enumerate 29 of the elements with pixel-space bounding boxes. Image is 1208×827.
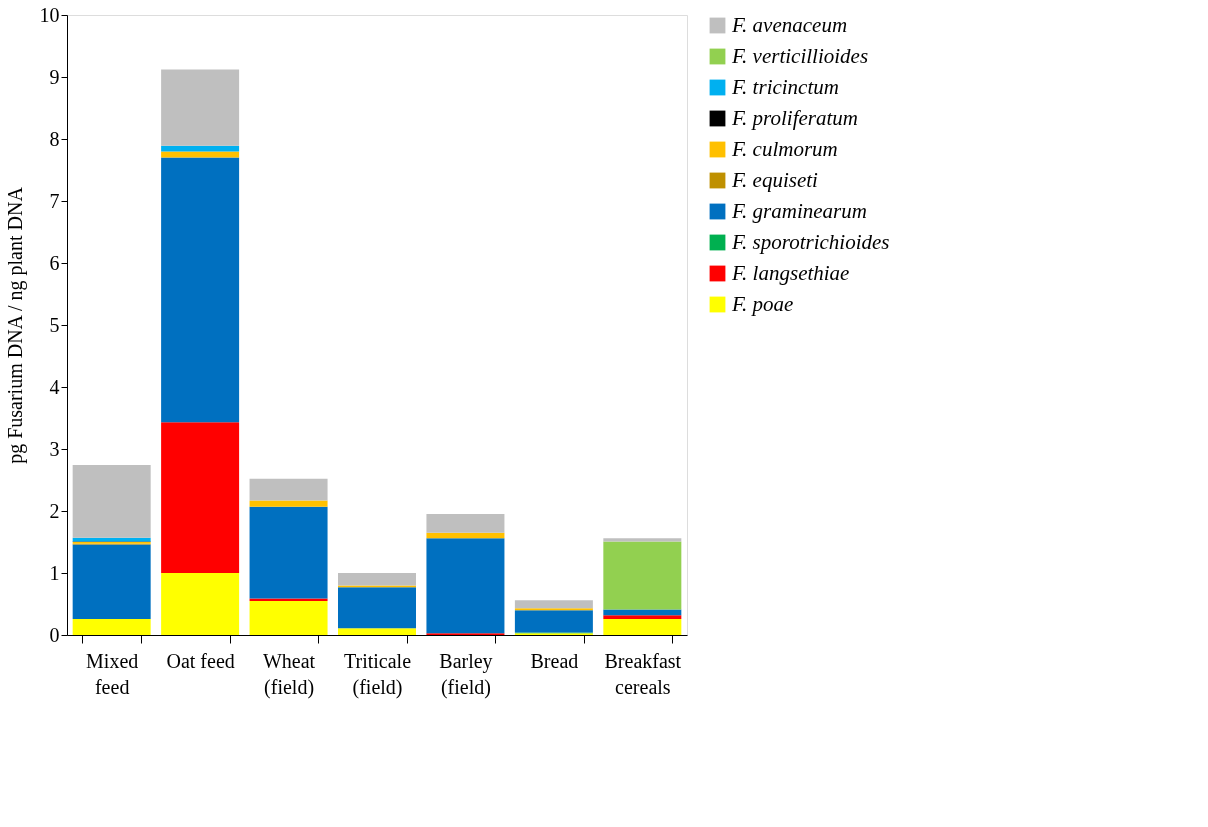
legend-label: F. tricinctum <box>731 74 839 99</box>
y-tick-label: 1 <box>49 561 60 584</box>
y-tick-label: 9 <box>49 65 60 88</box>
y-tick-label: 10 <box>39 3 60 26</box>
legend-label: F. equiseti <box>731 167 819 192</box>
y-axis-title: pg Fusarium DNA / ng plant DNA <box>3 186 27 464</box>
legend-label: F. avenaceum <box>731 12 848 37</box>
legend-label: F. proliferatum <box>731 105 859 130</box>
x-tick-label: Barley (field) <box>439 649 493 699</box>
y-tick-label: 0 <box>49 623 60 646</box>
y-tick-label: 2 <box>49 499 60 522</box>
x-tick-label: Wheat (field) <box>262 649 316 699</box>
x-tick-label: Triticale (field) <box>343 649 412 699</box>
legend-label: F. verticillioides <box>731 43 869 68</box>
legend-label: F. sporotrichioides <box>731 229 890 254</box>
legend-label: F. langsethiae <box>731 260 850 285</box>
y-tick-label: 4 <box>49 375 60 398</box>
y-tick-label: 3 <box>49 437 60 460</box>
x-tick-label: Breakfast cereals <box>604 649 682 698</box>
legend-label: F. poae <box>731 291 794 316</box>
legend-label: F. graminearum <box>731 198 867 223</box>
y-tick-label: 7 <box>49 189 60 212</box>
x-tick-label: Mixed feed <box>86 649 139 698</box>
x-tick-label: Bread <box>530 649 579 672</box>
x-tick-label: Oat feed <box>166 649 235 672</box>
y-tick-label: 5 <box>49 313 60 336</box>
legend-label: F. culmorum <box>731 136 838 161</box>
y-tick-label: 6 <box>49 251 60 274</box>
y-tick-label: 8 <box>49 127 60 150</box>
